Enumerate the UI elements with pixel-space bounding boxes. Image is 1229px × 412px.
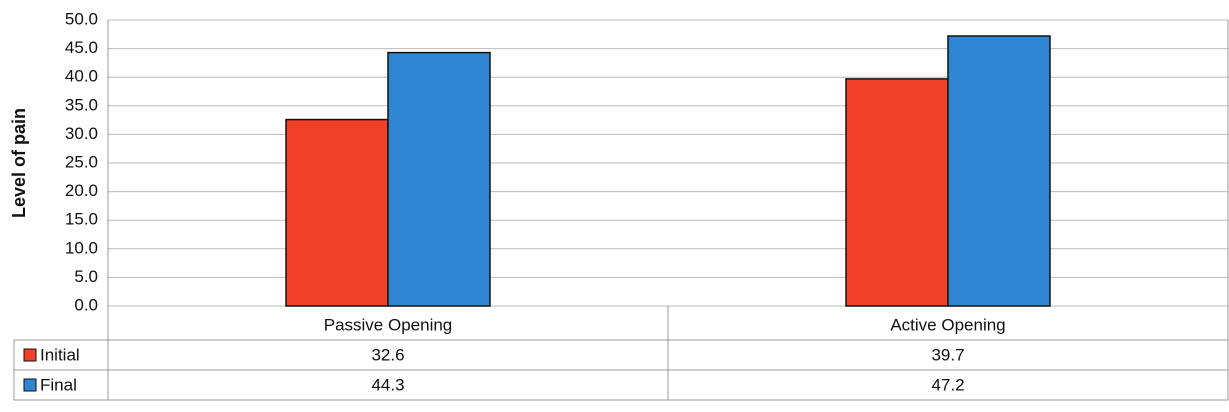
bar (845, 78, 949, 307)
bar (387, 51, 491, 307)
table-value: 32.6 (371, 345, 404, 364)
legend-swatch (23, 348, 37, 362)
y-tick-label: 40.0 (65, 67, 98, 86)
bar (285, 118, 389, 307)
y-tick-label: 30.0 (65, 124, 98, 143)
y-tick-label: 20.0 (65, 181, 98, 200)
bar (947, 35, 1051, 307)
legend-label: Final (40, 375, 77, 394)
table-value: 39.7 (931, 345, 964, 364)
legend-label: Initial (40, 345, 80, 364)
y-axis-label: Level of pain (9, 108, 29, 218)
y-tick-label: 50.0 (65, 9, 98, 28)
y-tick-label: 25.0 (65, 152, 98, 171)
y-tick-label: 0.0 (74, 295, 98, 314)
legend-swatch (23, 378, 37, 392)
x-tick-label: Active Opening (890, 315, 1005, 334)
y-tick-label: 15.0 (65, 210, 98, 229)
y-tick-label: 35.0 (65, 95, 98, 114)
table-value: 44.3 (371, 375, 404, 394)
y-tick-label: 45.0 (65, 38, 98, 57)
y-tick-label: 10.0 (65, 238, 98, 257)
y-tick-label: 5.0 (74, 267, 98, 286)
table-value: 47.2 (931, 375, 964, 394)
x-tick-label: Passive Opening (324, 315, 453, 334)
